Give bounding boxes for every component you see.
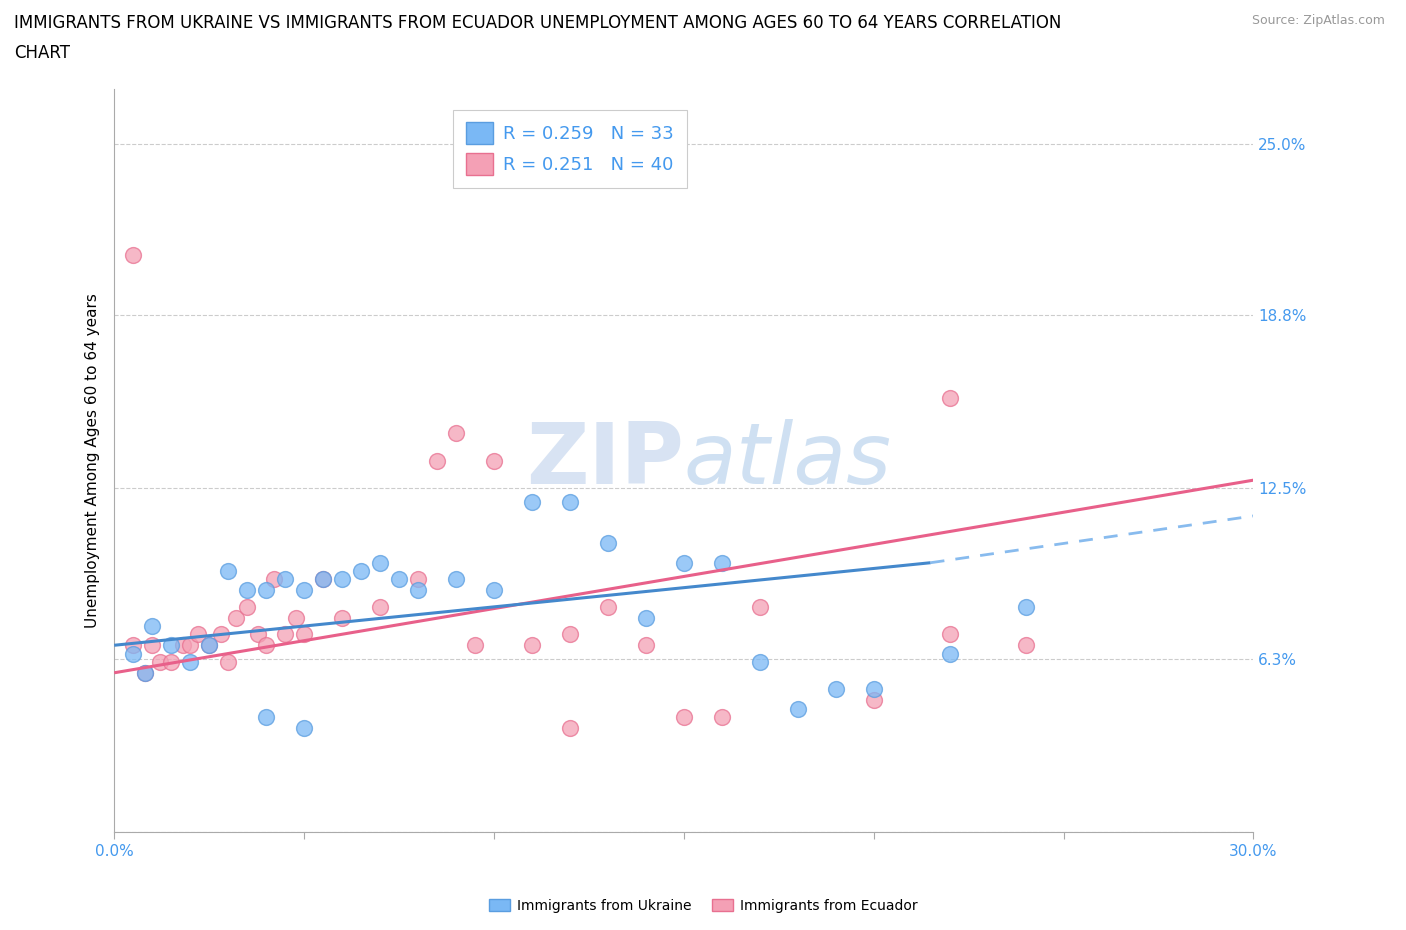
Legend: Immigrants from Ukraine, Immigrants from Ecuador: Immigrants from Ukraine, Immigrants from… xyxy=(484,894,922,919)
Point xyxy=(254,710,277,724)
Point xyxy=(482,583,505,598)
Point xyxy=(236,599,259,614)
Point xyxy=(596,599,619,614)
Point xyxy=(558,495,581,510)
Point xyxy=(406,572,429,587)
Point xyxy=(710,555,733,570)
Point xyxy=(217,655,239,670)
Point xyxy=(179,638,201,653)
Point xyxy=(634,638,657,653)
Point xyxy=(444,426,467,441)
Text: atlas: atlas xyxy=(683,419,891,502)
Point xyxy=(292,627,315,642)
Point xyxy=(254,583,277,598)
Point xyxy=(209,627,232,642)
Text: IMMIGRANTS FROM UKRAINE VS IMMIGRANTS FROM ECUADOR UNEMPLOYMENT AMONG AGES 60 TO: IMMIGRANTS FROM UKRAINE VS IMMIGRANTS FR… xyxy=(14,14,1062,32)
Point xyxy=(292,583,315,598)
Point xyxy=(938,627,960,642)
Point xyxy=(247,627,270,642)
Text: Source: ZipAtlas.com: Source: ZipAtlas.com xyxy=(1251,14,1385,27)
Point xyxy=(824,682,846,697)
Point xyxy=(141,618,163,633)
Point xyxy=(1014,599,1036,614)
Point xyxy=(274,572,297,587)
Point xyxy=(464,638,486,653)
Text: CHART: CHART xyxy=(14,44,70,61)
Point xyxy=(285,610,308,625)
Point xyxy=(225,610,247,625)
Point xyxy=(312,572,335,587)
Point xyxy=(172,638,194,653)
Point xyxy=(786,701,808,716)
Point xyxy=(122,646,145,661)
Point xyxy=(312,572,335,587)
Point xyxy=(292,721,315,736)
Point xyxy=(198,638,221,653)
Point xyxy=(482,454,505,469)
Point xyxy=(198,638,221,653)
Point xyxy=(350,564,373,578)
Text: ZIP: ZIP xyxy=(526,419,683,502)
Point xyxy=(672,555,695,570)
Point xyxy=(862,682,884,697)
Point xyxy=(160,655,183,670)
Point xyxy=(938,391,960,405)
Point xyxy=(274,627,297,642)
Point xyxy=(862,693,884,708)
Point xyxy=(558,721,581,736)
Point xyxy=(160,638,183,653)
Point xyxy=(558,627,581,642)
Point xyxy=(368,555,391,570)
Point xyxy=(141,638,163,653)
Point xyxy=(388,572,411,587)
Point xyxy=(254,638,277,653)
Point xyxy=(217,564,239,578)
Legend: R = 0.259   N = 33, R = 0.251   N = 40: R = 0.259 N = 33, R = 0.251 N = 40 xyxy=(453,110,688,188)
Point xyxy=(330,610,353,625)
Point xyxy=(520,495,543,510)
Point xyxy=(263,572,285,587)
Point xyxy=(444,572,467,587)
Point xyxy=(634,610,657,625)
Point xyxy=(520,638,543,653)
Point xyxy=(748,599,770,614)
Point xyxy=(179,655,201,670)
Point xyxy=(406,583,429,598)
Point xyxy=(748,655,770,670)
Point xyxy=(122,247,145,262)
Point xyxy=(938,646,960,661)
Point xyxy=(149,655,172,670)
Point xyxy=(1014,638,1036,653)
Point xyxy=(330,572,353,587)
Point xyxy=(122,638,145,653)
Point xyxy=(368,599,391,614)
Point xyxy=(134,665,156,680)
Point xyxy=(426,454,449,469)
Point xyxy=(710,710,733,724)
Point xyxy=(187,627,209,642)
Point xyxy=(134,665,156,680)
Point xyxy=(596,536,619,551)
Y-axis label: Unemployment Among Ages 60 to 64 years: Unemployment Among Ages 60 to 64 years xyxy=(86,294,100,629)
Point xyxy=(236,583,259,598)
Point xyxy=(672,710,695,724)
